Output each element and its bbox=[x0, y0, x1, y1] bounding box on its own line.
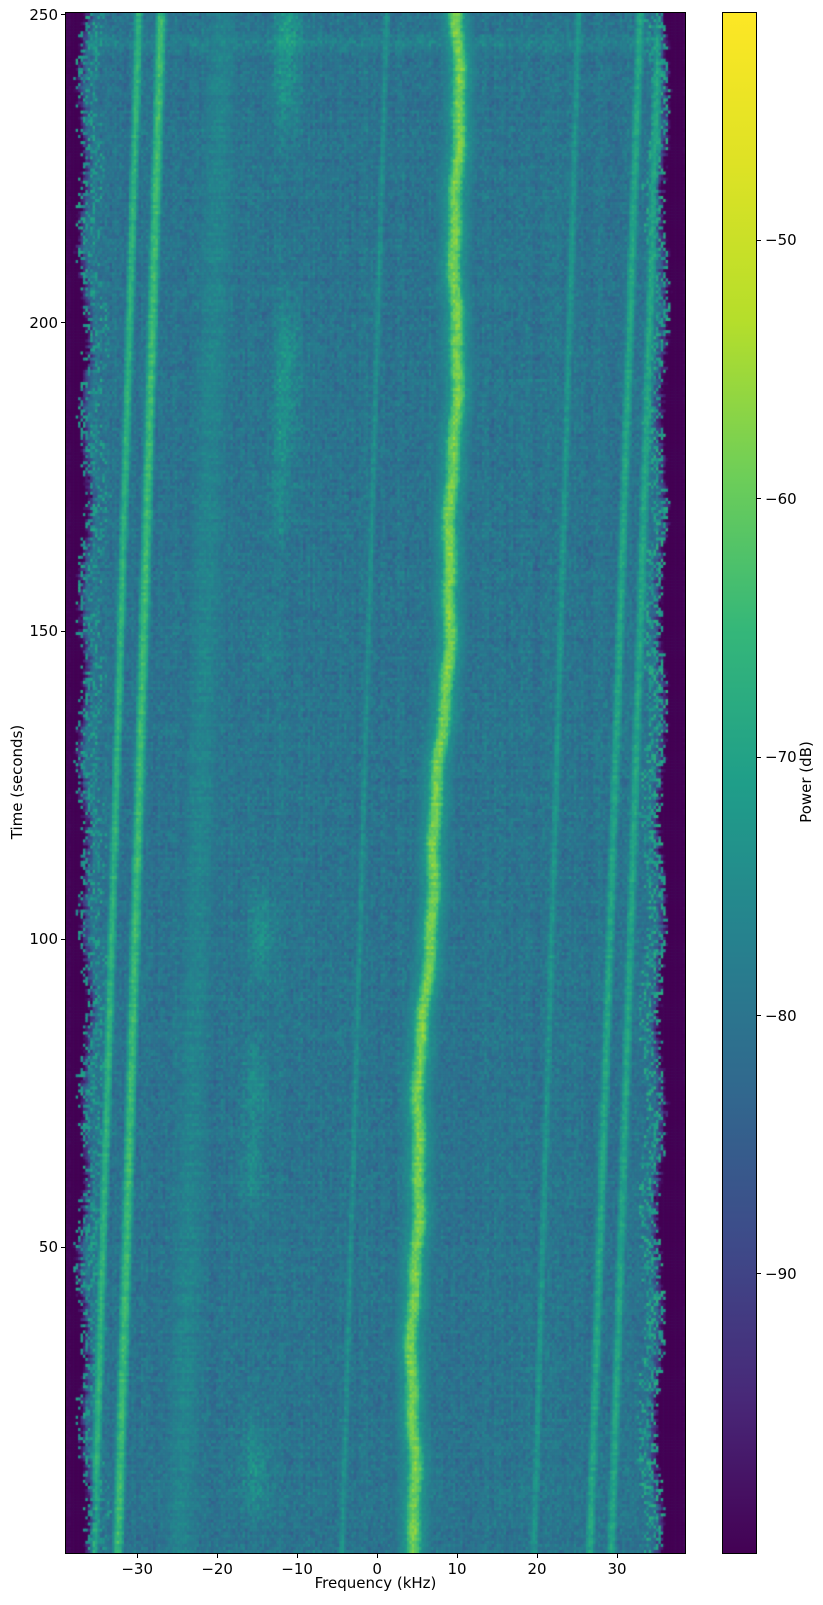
y-tick-label: 250 bbox=[29, 5, 58, 24]
y-tick-label: 50 bbox=[38, 1238, 58, 1257]
x-axis-label: Frequency (kHz) bbox=[314, 1574, 437, 1592]
y-tick-mark bbox=[61, 322, 65, 324]
colorbar-tick-label: −50 bbox=[765, 231, 797, 250]
colorbar-tick-label: −70 bbox=[765, 748, 797, 767]
spectrogram-heatmap bbox=[66, 13, 685, 1553]
y-tick-label: 200 bbox=[29, 313, 58, 332]
y-tick-label: 150 bbox=[29, 622, 58, 641]
colorbar-tick-label: −60 bbox=[765, 489, 797, 508]
x-tick-mark bbox=[376, 1554, 378, 1558]
colorbar-tick-mark bbox=[757, 756, 761, 758]
x-tick-label: 10 bbox=[447, 1560, 467, 1578]
colorbar-tick-mark bbox=[757, 239, 761, 241]
y-tick-mark bbox=[61, 14, 65, 16]
x-tick-mark bbox=[296, 1554, 298, 1558]
x-tick-label: 0 bbox=[372, 1560, 382, 1578]
y-tick-mark bbox=[61, 630, 65, 632]
y-tick-mark bbox=[61, 938, 65, 940]
y-tick-label: 100 bbox=[29, 930, 58, 949]
x-tick-mark bbox=[456, 1554, 458, 1558]
colorbar-tick-label: −80 bbox=[765, 1006, 797, 1025]
x-tick-mark bbox=[136, 1554, 138, 1558]
colorbar-tick-label: −90 bbox=[765, 1264, 797, 1283]
colorbar-tick-mark bbox=[757, 498, 761, 500]
x-tick-label: 20 bbox=[527, 1560, 547, 1578]
x-tick-label: 30 bbox=[607, 1560, 627, 1578]
colorbar-tick-mark bbox=[757, 1273, 761, 1275]
colorbar-tick-mark bbox=[757, 1015, 761, 1017]
x-tick-label: −30 bbox=[121, 1560, 153, 1578]
y-tick-mark bbox=[61, 1246, 65, 1248]
x-tick-mark bbox=[616, 1554, 618, 1558]
plot-area bbox=[65, 12, 686, 1554]
x-tick-label: −10 bbox=[281, 1560, 313, 1578]
colorbar bbox=[722, 12, 757, 1554]
x-tick-label: −20 bbox=[201, 1560, 233, 1578]
x-tick-mark bbox=[216, 1554, 218, 1558]
x-tick-mark bbox=[536, 1554, 538, 1558]
y-axis-label: Time (seconds) bbox=[8, 724, 26, 840]
